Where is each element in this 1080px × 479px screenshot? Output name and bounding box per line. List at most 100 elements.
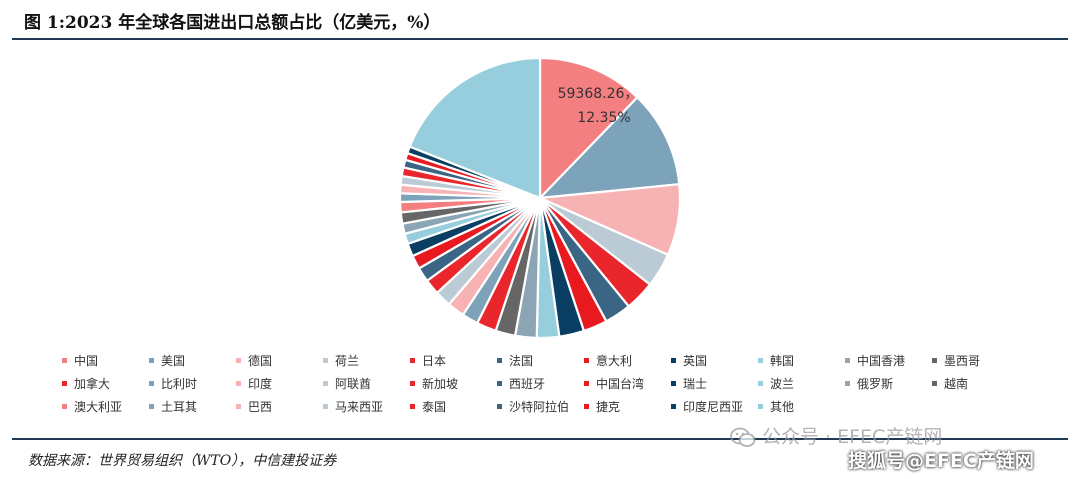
pie-slice-2 [537,95,681,200]
legend-swatch [149,380,154,386]
legend-item: 中国 [62,352,149,368]
legend-item: 新加坡 [410,375,497,391]
legend-swatch [410,403,415,409]
legend-label: 意大利 [596,353,633,368]
legend-swatch [497,403,502,409]
legend-label: 波兰 [770,376,795,391]
legend-item: 土耳其 [149,398,236,414]
legend-swatch [497,380,502,386]
legend-item: 日本 [410,352,497,368]
legend-label: 泰国 [422,399,447,414]
legend-label: 中国香港 [857,353,906,368]
legend-label: 美国 [161,353,186,368]
legend-item: 马来西亚 [323,398,410,414]
legend-label: 其他 [770,399,795,414]
legend-label: 马来西亚 [335,399,384,414]
chart-legend: 中国 美国 德国 荷兰 日本 法国 意大利 英国 韩国 中国香港 墨西哥加拿大 比利时 印度 阿联酋 新加坡… [62,352,1042,414]
legend-item: 巴西 [236,398,323,414]
legend-swatch [62,380,67,386]
legend-item: 其他 [758,398,845,414]
legend-swatch [149,357,154,363]
legend-item: 意大利 [584,352,671,368]
legend-label: 俄罗斯 [857,376,894,391]
legend-swatch [671,357,676,363]
legend-label: 沙特阿拉伯 [509,399,570,414]
legend-swatch [758,357,763,363]
pie-chart: 59368.26， 12.35% [398,56,682,340]
legend-swatch [323,357,328,363]
legend-label: 比利时 [161,376,198,391]
legend-swatch [236,380,241,386]
legend-item: 瑞士 [671,375,758,391]
legend-label: 日本 [422,353,447,368]
legend-swatch [584,357,589,363]
legend-swatch [410,380,415,386]
legend-label: 西班牙 [509,376,546,391]
legend-swatch [932,380,937,386]
wechat-icon [730,427,756,447]
legend-label: 荷兰 [335,353,360,368]
legend-swatch [671,380,676,386]
legend-swatch [932,357,937,363]
data-label-value: 59368.26， [558,86,639,102]
legend-label: 加拿大 [74,376,111,391]
pie-slices [398,56,682,340]
legend-label: 法国 [509,353,534,368]
top-rule [12,38,1068,40]
legend-label: 新加坡 [422,376,459,391]
pie-slice-1 [538,56,639,201]
legend-swatch [323,403,328,409]
legend-swatch [758,403,763,409]
legend-item: 韩国 [758,352,845,368]
wechat-watermark-text: 公众号 · EFEC产链网 [762,426,943,448]
legend-label: 英国 [683,353,708,368]
legend-label: 中国 [74,353,99,368]
legend-swatch [62,403,67,409]
legend-item: 印度尼西亚 [671,398,758,414]
pie-slice-31 [408,56,542,200]
source-note: 数据来源：世界贸易组织（WTO），中信建投证券 [28,453,337,469]
legend-label: 澳大利亚 [74,399,123,414]
legend-label: 韩国 [770,353,795,368]
pie-data-labels: 59368.26， 12.35% [558,86,639,126]
sohu-watermark: 搜狐号@EFEC产链网 [848,450,1034,472]
data-label-percent: 12.35% [577,110,630,126]
legend-swatch [323,380,328,386]
legend-swatch [62,357,67,363]
legend-item: 中国台湾 [584,375,671,391]
legend-swatch [236,403,241,409]
legend-item: 沙特阿拉伯 [497,398,584,414]
legend-item: 泰国 [410,398,497,414]
legend-swatch [497,357,502,363]
legend-item: 荷兰 [323,352,410,368]
legend-swatch [149,403,154,409]
legend-swatch [584,380,589,386]
legend-item: 澳大利亚 [62,398,149,414]
legend-item: 德国 [236,352,323,368]
legend-item: 墨西哥 [932,352,1019,368]
legend-label: 捷克 [596,399,621,414]
legend-label: 土耳其 [161,399,198,414]
legend-item: 西班牙 [497,375,584,391]
legend-label: 德国 [248,353,273,368]
legend-item: 美国 [149,352,236,368]
legend-item: 越南 [932,375,1019,391]
legend-label: 印度 [248,376,273,391]
legend-label: 巴西 [248,399,273,414]
legend-item: 英国 [671,352,758,368]
legend-item: 比利时 [149,375,236,391]
legend-item: 印度 [236,375,323,391]
legend-swatch [584,403,589,409]
legend-item: 俄罗斯 [845,375,932,391]
legend-item: 中国香港 [845,352,932,368]
legend-swatch [758,380,763,386]
legend-label: 阿联酋 [335,376,372,391]
legend-label: 瑞士 [683,376,708,391]
legend-label: 中国台湾 [596,376,645,391]
legend-label: 墨西哥 [944,353,981,368]
legend-swatch [845,380,850,386]
figure-title: 图 1:2023 年全球各国进出口总额占比（亿美元，%） [24,13,441,33]
legend-item: 捷克 [584,398,671,414]
legend-label: 印度尼西亚 [683,399,744,414]
legend-item: 法国 [497,352,584,368]
